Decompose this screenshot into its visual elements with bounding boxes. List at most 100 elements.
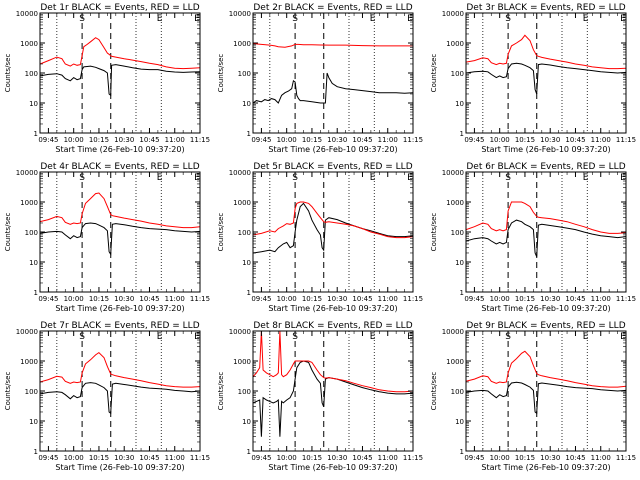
marker-label: E — [620, 332, 626, 342]
series-line-lld — [253, 331, 413, 393]
x-tick-label: 11:15 — [616, 136, 636, 144]
series-line-events — [253, 202, 413, 254]
y-tick-label: 100 — [25, 388, 38, 396]
x-tick-label: 11:00 — [591, 136, 611, 144]
x-tick-label: 10:00 — [490, 136, 510, 144]
x-tick-label: 10:00 — [277, 454, 297, 462]
series-line-lld — [253, 201, 413, 239]
x-tick-label: 10:45 — [565, 454, 585, 462]
x-axis-label: Start Time (26-Feb-10 09:37:20) — [481, 463, 610, 472]
marker-label: E — [583, 332, 589, 342]
x-tick-label: 11:15 — [403, 295, 423, 303]
x-tick-label: 09:45 — [464, 454, 484, 462]
x-tick-label: 09:45 — [251, 454, 271, 462]
x-tick-label: 11:15 — [190, 454, 210, 462]
x-tick-label: 10:45 — [139, 295, 159, 303]
y-tick-label: 10 — [242, 259, 251, 267]
y-tick-label: 10000 — [16, 328, 38, 336]
x-tick-label: 09:45 — [251, 136, 271, 144]
plot-frame — [39, 330, 201, 452]
y-tick-label: 1 — [247, 289, 251, 297]
y-tick-label: 1000 — [446, 199, 464, 207]
y-axis-label: Counts/sec — [4, 54, 12, 93]
x-tick-label: 11:15 — [616, 295, 636, 303]
x-tick-label: 10:15 — [515, 295, 535, 303]
x-tick-label: 10:45 — [352, 136, 372, 144]
y-axis-label: Counts/sec — [217, 54, 225, 93]
y-tick-label: 1 — [34, 130, 38, 138]
y-tick-label: 100 — [238, 229, 251, 237]
plot-frame — [252, 12, 414, 134]
y-tick-label: 10000 — [442, 328, 464, 336]
series-line-events — [253, 360, 413, 437]
y-tick-label: 10 — [29, 259, 38, 267]
x-tick-label: 11:00 — [591, 454, 611, 462]
y-tick-label: 10 — [242, 100, 251, 108]
y-axis-label: Counts/sec — [430, 54, 438, 93]
marker-label: S — [505, 14, 511, 24]
x-tick-label: 10:30 — [540, 136, 560, 144]
marker-label: E — [620, 173, 626, 183]
series-group — [253, 331, 413, 437]
x-tick-label: 10:45 — [565, 136, 585, 144]
panel-title: Det 5r BLACK = Events, RED = LLD — [253, 162, 412, 172]
y-tick-label: 10000 — [16, 10, 38, 18]
x-axis-label: Start Time (26-Feb-10 09:37:20) — [268, 304, 397, 313]
x-tick-label: 10:00 — [490, 454, 510, 462]
series-group — [466, 350, 626, 415]
plot-frame — [39, 12, 201, 134]
y-tick-label: 1 — [247, 130, 251, 138]
series-line-events — [40, 382, 200, 415]
y-tick-label: 10 — [455, 418, 464, 426]
y-tick-label: 10 — [29, 418, 38, 426]
series-line-events — [40, 222, 200, 256]
y-tick-label: 1000 — [20, 358, 38, 366]
x-tick-label: 09:45 — [251, 295, 271, 303]
y-tick-label: 100 — [451, 229, 464, 237]
x-axis-label: Start Time (26-Feb-10 09:37:20) — [55, 304, 184, 313]
marker-label: E — [194, 332, 200, 342]
x-tick-label: 09:45 — [464, 136, 484, 144]
x-tick-label: 11:00 — [378, 136, 398, 144]
x-tick-label: 10:45 — [139, 454, 159, 462]
panel-title: Det 9r BLACK = Events, RED = LLD — [466, 321, 625, 331]
series-line-events — [40, 64, 200, 97]
panel-title: Det 3r BLACK = Events, RED = LLD — [466, 3, 625, 13]
plot-frame — [465, 330, 627, 452]
y-tick-label: 1 — [34, 448, 38, 456]
y-tick-label: 1000 — [233, 358, 251, 366]
y-tick-label: 100 — [238, 388, 251, 396]
x-tick-label: 11:15 — [190, 295, 210, 303]
y-tick-label: 1 — [460, 448, 464, 456]
x-tick-label: 11:00 — [591, 295, 611, 303]
marker-label: E — [583, 173, 589, 183]
x-tick-label: 10:00 — [277, 136, 297, 144]
y-tick-label: 1000 — [20, 199, 38, 207]
series-group — [466, 34, 626, 95]
marker-label: E — [157, 14, 163, 24]
y-axis-label: Counts/sec — [217, 372, 225, 411]
x-tick-label: 10:15 — [302, 295, 322, 303]
marker-label: E — [620, 14, 626, 24]
x-tick-label: 10:15 — [515, 136, 535, 144]
marker-label: S — [505, 332, 511, 342]
x-tick-label: 09:45 — [464, 295, 484, 303]
y-tick-label: 100 — [25, 229, 38, 237]
series-line-lld — [40, 351, 200, 388]
x-axis-label: Start Time (26-Feb-10 09:37:20) — [268, 463, 397, 472]
series-line-lld — [466, 201, 626, 234]
x-tick-label: 10:00 — [64, 295, 84, 303]
series-group — [466, 201, 626, 257]
x-tick-label: 11:15 — [616, 454, 636, 462]
series-line-lld — [466, 350, 626, 388]
x-tick-label: 10:15 — [89, 136, 109, 144]
y-tick-label: 1000 — [446, 358, 464, 366]
y-tick-label: 1 — [34, 289, 38, 297]
x-tick-label: 09:45 — [38, 295, 58, 303]
y-axis-label: Counts/sec — [430, 372, 438, 411]
